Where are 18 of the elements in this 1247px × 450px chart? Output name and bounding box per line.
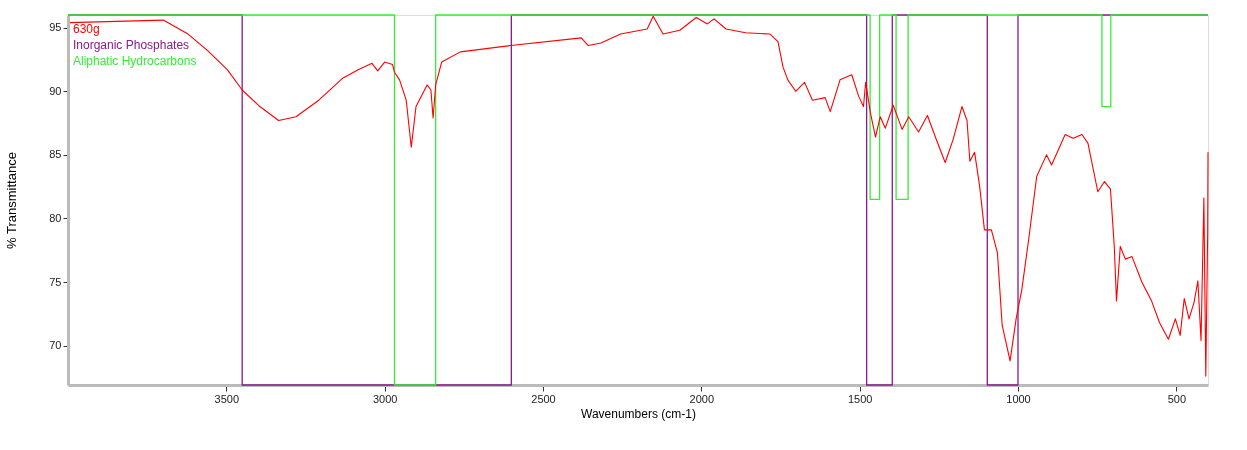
x-tick-label: 3500 [214,392,240,405]
y-axis-title: % Transmittance [4,152,20,249]
y-tick-label: 75 [49,275,62,288]
x-tick-label: 2500 [531,392,556,405]
series-label: 630g [73,22,100,36]
y-tick-label: 70 [49,339,62,352]
x-tick-label: 2000 [689,392,715,405]
series-label: Inorganic Phosphates [73,38,190,52]
x-tick-label: 1000 [1006,392,1031,405]
x-tick-label: 3000 [372,392,398,405]
y-tick-label: 85 [49,148,62,161]
x-axis-title: Wavenumbers (cm-1) [581,406,696,421]
x-tick-label: 1500 [847,392,873,405]
text: Aliphatic Hydrocarbons [73,54,197,68]
x-tick-label: 500 [1167,392,1187,405]
y-tick-label: 80 [49,211,62,224]
y-tick-label: 95 [49,21,62,34]
y-tick-label: 90 [49,84,62,97]
